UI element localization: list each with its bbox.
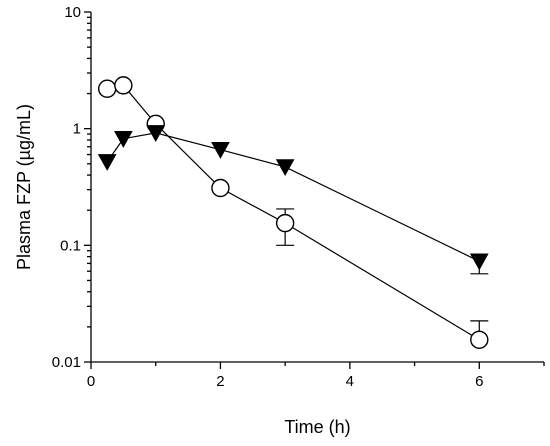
y-axis-title: Plasma FZP (µg/mL) xyxy=(14,104,34,270)
x-axis-title: Time (h) xyxy=(284,417,350,437)
axes: 0 2 4 6 0.01 0.1 1 10 xyxy=(52,4,545,390)
x-tick-label: 6 xyxy=(475,373,483,390)
data-point-circle xyxy=(470,330,489,349)
data-point-triangle xyxy=(146,125,166,142)
data-point-triangle xyxy=(97,154,117,171)
x-tick-label: 4 xyxy=(346,373,354,390)
series-layer xyxy=(97,76,489,349)
data-point-circle xyxy=(275,213,295,233)
data-point-circle xyxy=(97,79,117,98)
x-tick-label: 2 xyxy=(216,373,224,390)
data-point-triangle xyxy=(469,253,489,271)
x-tick-label: 0 xyxy=(87,373,95,390)
series-1 xyxy=(97,76,489,349)
data-point-circle xyxy=(114,76,133,95)
series-line xyxy=(106,132,480,262)
data-point-triangle xyxy=(114,130,133,148)
y-tick-label: 0.1 xyxy=(60,237,81,254)
y-tick-label: 10 xyxy=(64,4,81,21)
y-tick-label: 0.01 xyxy=(52,354,81,371)
data-point-triangle xyxy=(211,141,230,159)
series-2 xyxy=(97,125,489,275)
data-point-triangle xyxy=(275,159,295,177)
y-tick-label: 1 xyxy=(73,121,81,138)
data-point-circle xyxy=(211,178,230,198)
